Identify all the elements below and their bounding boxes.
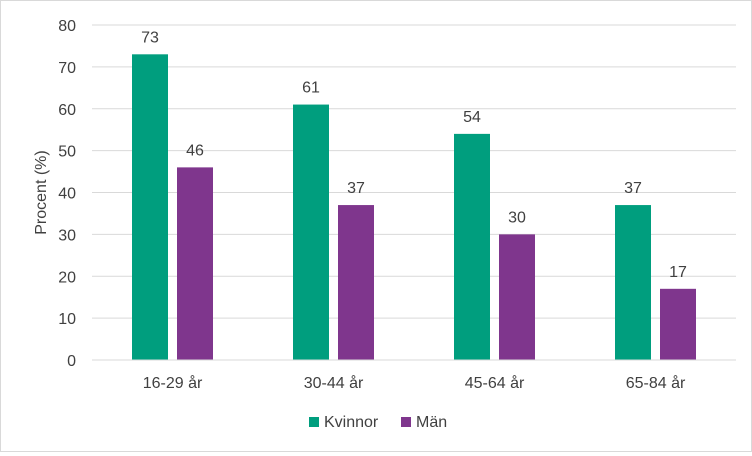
bar-kvinnor-1 <box>132 54 168 360</box>
bar-m-n-4 <box>660 288 696 360</box>
data-label: 61 <box>302 80 320 97</box>
data-label: 73 <box>141 29 159 46</box>
x-tick-label: 30-44 år <box>304 374 364 392</box>
y-tick-label: 80 <box>58 18 76 35</box>
legend-label: Män <box>416 414 447 431</box>
data-label: 37 <box>624 180 642 197</box>
y-tick-label: 40 <box>58 186 76 203</box>
bar-m-n-2 <box>338 205 374 360</box>
y-tick-label: 50 <box>58 144 76 161</box>
y-tick-label: 0 <box>67 353 76 370</box>
y-tick-label: 70 <box>58 60 76 77</box>
bar-kvinnor-4 <box>615 205 651 360</box>
data-label: 17 <box>669 264 687 281</box>
bar-kvinnor-3 <box>454 133 490 360</box>
x-axis-ticks: 16-29 år 30-44 år 45-64 år 65-84 år <box>143 374 686 392</box>
data-label: 30 <box>508 209 526 226</box>
y-axis-ticks: 0 10 20 30 40 50 60 70 80 <box>58 18 76 370</box>
x-tick-label: 45-64 år <box>465 374 525 392</box>
bar-m-n-1 <box>177 167 213 360</box>
x-tick-label: 16-29 år <box>143 374 203 392</box>
data-label: 46 <box>186 142 204 159</box>
data-label: 37 <box>347 180 365 197</box>
legend-swatch <box>309 417 319 427</box>
bar-m-n-3 <box>499 234 535 360</box>
y-tick-label: 10 <box>58 311 76 328</box>
y-tick-label: 20 <box>58 269 76 286</box>
bars <box>132 54 696 360</box>
y-axis-title: Procent (%) <box>33 150 50 234</box>
y-tick-label: 60 <box>58 102 76 119</box>
data-label: 54 <box>463 109 481 126</box>
data-labels: 73 46 61 37 54 30 37 17 <box>141 29 687 281</box>
bar-kvinnor-2 <box>293 104 329 360</box>
legend-label: Kvinnor <box>324 414 379 431</box>
legend: Kvinnor Män <box>309 414 447 431</box>
x-tick-label: 65-84 år <box>626 374 686 392</box>
y-tick-label: 30 <box>58 227 76 244</box>
legend-swatch <box>401 417 411 427</box>
